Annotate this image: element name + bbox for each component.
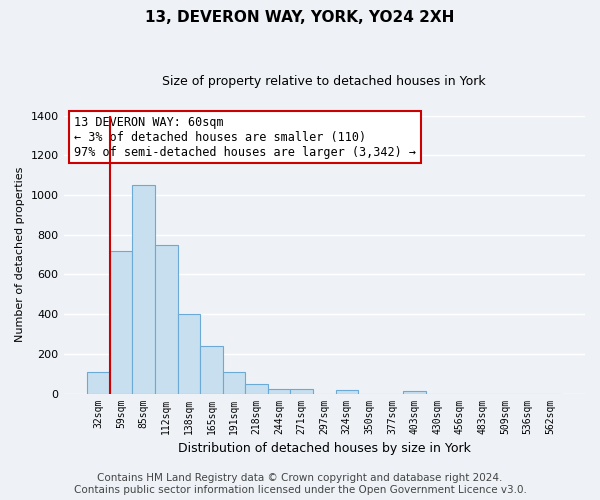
Text: 13 DEVERON WAY: 60sqm
← 3% of detached houses are smaller (110)
97% of semi-deta: 13 DEVERON WAY: 60sqm ← 3% of detached h… [74, 116, 416, 158]
Bar [178, 314, 200, 394]
Bar [155, 244, 178, 394]
Y-axis label: Number of detached properties: Number of detached properties [15, 167, 25, 342]
Bar [223, 372, 245, 394]
Bar [110, 250, 133, 394]
Text: Contains HM Land Registry data © Crown copyright and database right 2024.
Contai: Contains HM Land Registry data © Crown c… [74, 474, 526, 495]
Bar [87, 372, 110, 394]
Bar [200, 346, 223, 394]
Bar [403, 391, 426, 394]
Text: 13, DEVERON WAY, YORK, YO24 2XH: 13, DEVERON WAY, YORK, YO24 2XH [145, 10, 455, 25]
X-axis label: Distribution of detached houses by size in York: Distribution of detached houses by size … [178, 442, 471, 455]
Bar [245, 384, 268, 394]
Bar [290, 389, 313, 394]
Title: Size of property relative to detached houses in York: Size of property relative to detached ho… [163, 75, 486, 88]
Bar [335, 390, 358, 394]
Bar [268, 388, 290, 394]
Bar [133, 185, 155, 394]
